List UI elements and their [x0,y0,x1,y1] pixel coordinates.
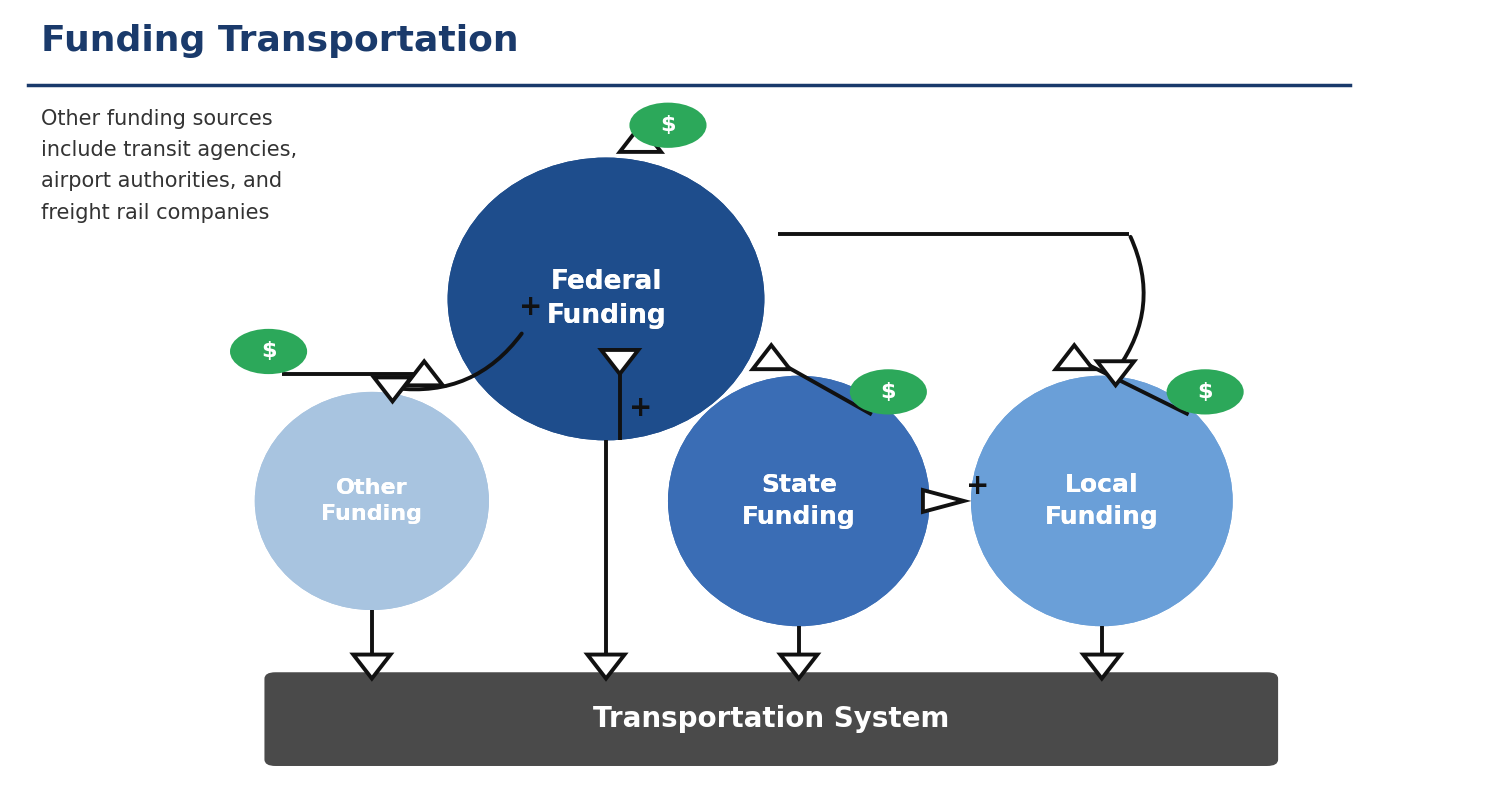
Polygon shape [780,654,818,679]
Text: Other funding sources
include transit agencies,
airport authorities, and
freight: Other funding sources include transit ag… [41,109,298,223]
Polygon shape [1055,345,1093,369]
Polygon shape [922,490,963,512]
Ellipse shape [971,376,1232,626]
Ellipse shape [256,392,488,610]
Text: Local
Funding: Local Funding [1045,473,1158,528]
Circle shape [1167,369,1244,415]
Text: Other
Funding: Other Funding [322,478,422,524]
Text: $: $ [880,382,897,402]
Text: State
Funding: State Funding [742,473,856,528]
Text: Funding Transportation: Funding Transportation [41,24,519,58]
Ellipse shape [448,158,765,440]
Text: +: + [966,473,989,500]
Text: Transportation System: Transportation System [593,705,950,733]
Polygon shape [620,125,661,152]
Ellipse shape [668,376,930,626]
Polygon shape [1083,654,1120,679]
Text: State
Funding: State Funding [742,473,856,528]
Polygon shape [354,654,390,679]
Text: Local
Funding: Local Funding [1045,473,1158,528]
Text: Other
Funding: Other Funding [322,478,422,524]
Text: +: + [519,293,541,321]
Ellipse shape [668,376,930,626]
Text: $: $ [661,116,676,135]
Text: Federal
Funding: Federal Funding [546,269,665,329]
Ellipse shape [256,392,488,610]
Text: $: $ [260,342,277,361]
Ellipse shape [971,376,1232,626]
Text: Federal
Funding: Federal Funding [546,269,665,329]
Polygon shape [753,345,789,369]
Ellipse shape [448,158,765,440]
Text: +: + [629,394,652,422]
FancyBboxPatch shape [265,672,1278,766]
Polygon shape [587,654,624,679]
Polygon shape [1098,361,1134,385]
Text: +: + [1510,208,1512,236]
Circle shape [230,329,307,374]
Polygon shape [373,377,411,402]
Circle shape [629,103,706,148]
Polygon shape [405,361,443,385]
Polygon shape [602,350,638,374]
Text: $: $ [1198,382,1213,402]
Circle shape [850,369,927,415]
